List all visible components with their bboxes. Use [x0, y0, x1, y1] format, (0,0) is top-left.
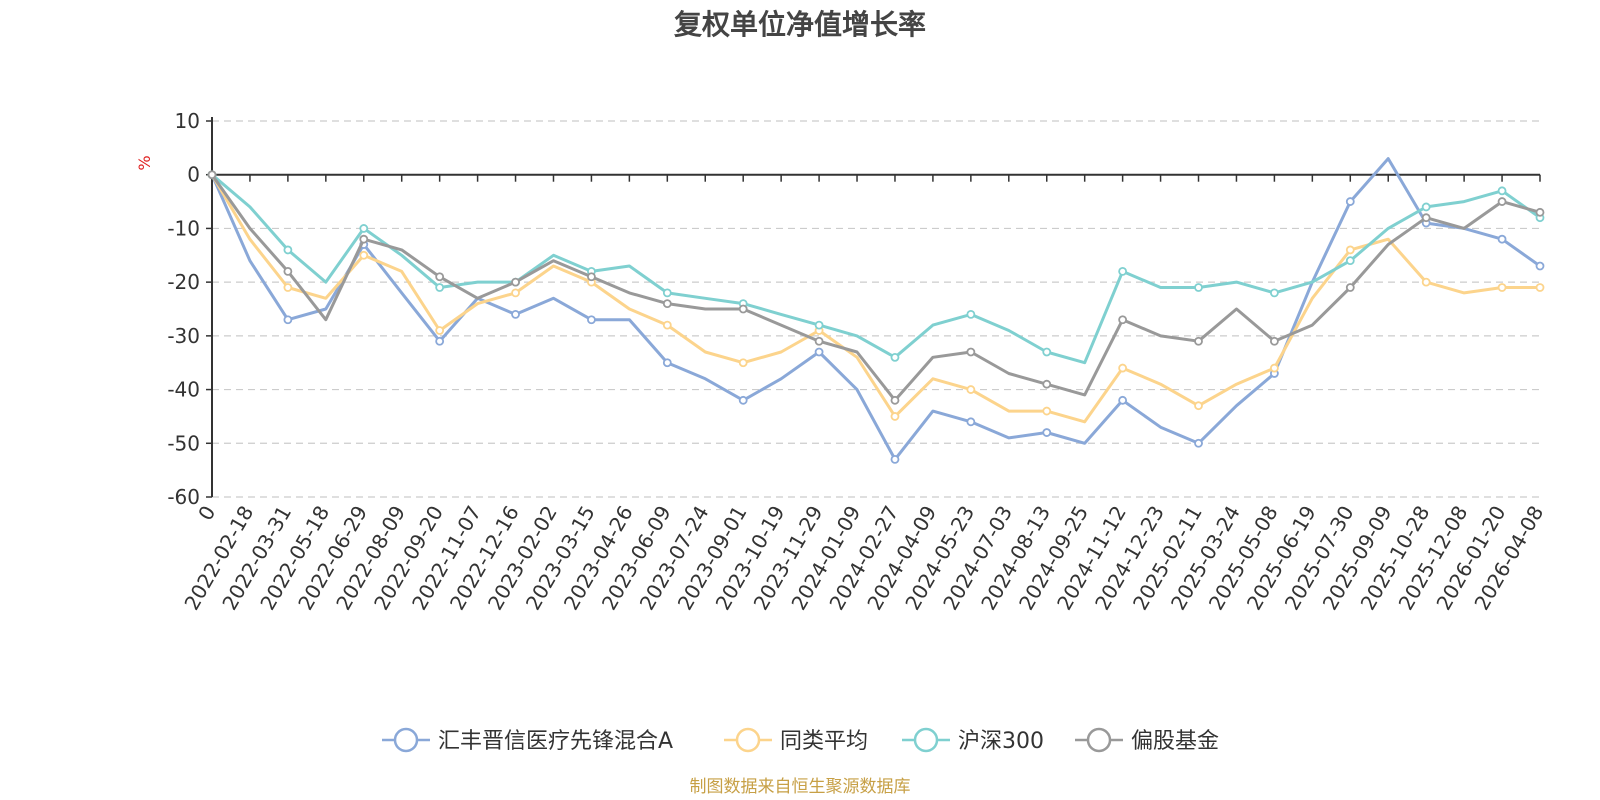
series-point — [1194, 283, 1203, 292]
legend-marker-1[interactable] — [393, 727, 419, 753]
x-tick-label: 0 — [193, 502, 220, 525]
series-line-1 — [210, 157, 1541, 461]
series-point — [1535, 207, 1545, 217]
legend-label-4[interactable]: 偏股基金 — [1131, 729, 1219, 754]
series-point — [1270, 288, 1279, 298]
series-point — [435, 272, 445, 282]
series-point — [1194, 438, 1203, 448]
series-point — [738, 304, 748, 314]
series-point — [1421, 213, 1431, 223]
series-point — [1270, 336, 1279, 346]
y-tick-label: -10 — [167, 216, 200, 240]
series-point — [359, 234, 369, 244]
series-point — [1497, 234, 1507, 244]
series-line-2 — [210, 173, 1540, 424]
series-point — [283, 245, 293, 255]
series-point — [662, 299, 672, 309]
series-point — [1042, 406, 1052, 416]
series-point — [435, 336, 445, 346]
series-line-3 — [211, 173, 1541, 365]
legend: 汇丰晋信医疗先锋混合A 同类平均 沪深300 偏股基金 — [382, 727, 1219, 754]
series-point — [1194, 401, 1203, 411]
series-line-4 — [210, 173, 1541, 402]
series-point — [1345, 256, 1355, 266]
series-point — [207, 170, 217, 180]
series-point — [587, 272, 596, 282]
series-point — [966, 309, 976, 319]
series-point — [890, 352, 900, 362]
legend-label-1[interactable]: 汇丰晋信医疗先锋混合A — [438, 729, 673, 754]
series-point — [1042, 347, 1052, 357]
y-tick-label: -60 — [167, 485, 200, 509]
y-tick-label: -20 — [167, 270, 200, 294]
grid-lines — [212, 120, 1540, 498]
series-point — [1118, 395, 1128, 405]
series-point — [1042, 379, 1052, 389]
series-point — [1421, 202, 1431, 212]
series-point — [1345, 197, 1355, 206]
series-point — [359, 224, 369, 233]
series-point — [435, 283, 445, 292]
series-point — [1345, 245, 1355, 255]
series-point — [966, 417, 976, 427]
series-point — [511, 288, 520, 298]
series-point — [1194, 336, 1203, 346]
legend-marker-3[interactable] — [913, 727, 939, 753]
series-point — [1535, 261, 1545, 271]
series-point — [283, 266, 293, 276]
series-point — [1118, 363, 1128, 373]
series-point — [662, 288, 672, 298]
y-axis-unit: % — [135, 155, 154, 170]
series-point — [966, 385, 976, 394]
series-point — [1497, 197, 1507, 206]
series-point — [1497, 186, 1507, 196]
y-tick-label: -50 — [167, 431, 200, 455]
series-point — [814, 347, 824, 357]
series-point — [1118, 315, 1128, 325]
source-note: 制图数据来自恒生聚源数据库 — [690, 777, 911, 797]
series-point — [738, 358, 748, 368]
series-point — [1042, 428, 1052, 437]
series-point — [814, 336, 824, 346]
series-point — [511, 277, 520, 287]
y-tick-label: -40 — [167, 378, 200, 402]
series-point — [435, 326, 445, 335]
series-point — [662, 320, 672, 330]
y-tick-label: 0 — [187, 163, 200, 187]
series-point — [359, 250, 369, 260]
series-point — [511, 309, 520, 319]
series-point — [1497, 283, 1507, 292]
legend-marker-4[interactable] — [1086, 727, 1112, 753]
axes: 100-10-20-30-40-50-6002022-02-182022-03-… — [167, 109, 1548, 614]
series-point — [1118, 266, 1128, 276]
series-point — [1421, 277, 1431, 287]
series-point — [1535, 283, 1545, 292]
series-point — [283, 315, 293, 325]
series-point — [738, 395, 748, 405]
series-point — [966, 347, 976, 357]
series-point — [283, 283, 293, 292]
series-lines — [207, 157, 1545, 464]
series-point — [890, 454, 900, 464]
series-point — [1270, 363, 1279, 373]
series-point — [587, 315, 596, 325]
legend-label-2[interactable]: 同类平均 — [780, 729, 868, 754]
series-point — [814, 320, 824, 330]
series-point — [662, 358, 672, 368]
legend-label-3[interactable]: 沪深300 — [958, 729, 1044, 754]
series-point — [1345, 283, 1355, 292]
series-point — [890, 395, 900, 405]
legend-marker-2[interactable] — [735, 727, 761, 753]
chart-title: 复权单位净值增长率 — [674, 8, 926, 41]
y-tick-label: -30 — [167, 324, 200, 348]
series-point — [890, 412, 900, 421]
y-tick-label: 10 — [175, 109, 200, 133]
